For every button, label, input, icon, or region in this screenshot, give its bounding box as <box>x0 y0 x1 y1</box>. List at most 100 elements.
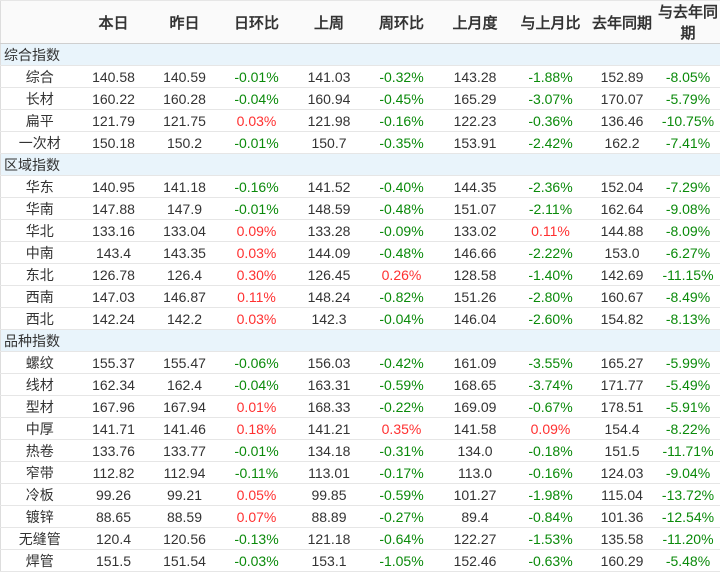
cell: 0.07% <box>221 506 293 528</box>
cell: 141.46 <box>149 418 221 440</box>
cell: -0.01% <box>221 440 293 462</box>
cell: 101.27 <box>438 484 513 506</box>
cell: 133.02 <box>438 220 513 242</box>
cell: 144.09 <box>293 242 366 264</box>
cell: 0.01% <box>221 396 293 418</box>
cell: -6.27% <box>656 242 720 264</box>
row-label: 西北 <box>1 308 79 330</box>
cell: -2.22% <box>513 242 589 264</box>
cell: -0.42% <box>366 352 438 374</box>
cell: -9.04% <box>656 462 720 484</box>
cell: -8.09% <box>656 220 720 242</box>
cell: 147.03 <box>79 286 149 308</box>
cell: 160.67 <box>589 286 656 308</box>
cell: -0.09% <box>366 220 438 242</box>
cell: -0.13% <box>221 528 293 550</box>
cell: -0.32% <box>366 66 438 88</box>
cell: 146.04 <box>438 308 513 330</box>
cell: 160.22 <box>79 88 149 110</box>
cell: 154.4 <box>589 418 656 440</box>
cell: -0.63% <box>513 550 589 572</box>
cell: 120.56 <box>149 528 221 550</box>
cell: 140.59 <box>149 66 221 88</box>
cell: 146.66 <box>438 242 513 264</box>
section-row: 品种指数 <box>1 330 720 352</box>
cell: 88.59 <box>149 506 221 528</box>
cell: 0.11% <box>513 220 589 242</box>
row-label: 中厚 <box>1 418 79 440</box>
cell: -1.53% <box>513 528 589 550</box>
cell: -0.35% <box>366 132 438 154</box>
cell: 0.05% <box>221 484 293 506</box>
cell: -8.49% <box>656 286 720 308</box>
header-row: 本日昨日日环比上周周环比上月度与上月比去年同期与去年同期 <box>1 1 720 44</box>
cell: 134.18 <box>293 440 366 462</box>
cell: -0.04% <box>366 308 438 330</box>
cell: 126.78 <box>79 264 149 286</box>
cell: 150.7 <box>293 132 366 154</box>
cell: -0.48% <box>366 198 438 220</box>
cell: -0.31% <box>366 440 438 462</box>
cell: -2.36% <box>513 176 589 198</box>
cell: 134.0 <box>438 440 513 462</box>
cell: 122.27 <box>438 528 513 550</box>
cell: 147.9 <box>149 198 221 220</box>
cell: -0.03% <box>221 550 293 572</box>
cell: 143.35 <box>149 242 221 264</box>
column-header-3: 日环比 <box>221 1 293 44</box>
row-label: 无缝管 <box>1 528 79 550</box>
cell: -0.67% <box>513 396 589 418</box>
column-header-0 <box>1 1 79 44</box>
column-header-1: 本日 <box>79 1 149 44</box>
cell: -1.40% <box>513 264 589 286</box>
cell: 0.18% <box>221 418 293 440</box>
cell: 136.46 <box>589 110 656 132</box>
row-label: 窄带 <box>1 462 79 484</box>
section-row: 区域指数 <box>1 154 720 176</box>
cell: -0.17% <box>366 462 438 484</box>
cell: 155.37 <box>79 352 149 374</box>
cell: 142.24 <box>79 308 149 330</box>
cell: 165.29 <box>438 88 513 110</box>
cell: 165.27 <box>589 352 656 374</box>
cell: 101.36 <box>589 506 656 528</box>
cell: 99.26 <box>79 484 149 506</box>
row-label: 热卷 <box>1 440 79 462</box>
cell: 147.88 <box>79 198 149 220</box>
column-header-4: 上周 <box>293 1 366 44</box>
column-header-5: 周环比 <box>366 1 438 44</box>
cell: 168.65 <box>438 374 513 396</box>
cell: -3.07% <box>513 88 589 110</box>
cell: 88.65 <box>79 506 149 528</box>
cell: 0.03% <box>221 110 293 132</box>
cell: 140.58 <box>79 66 149 88</box>
row-label: 螺纹 <box>1 352 79 374</box>
cell: 162.34 <box>79 374 149 396</box>
cell: 144.35 <box>438 176 513 198</box>
cell: -12.54% <box>656 506 720 528</box>
cell: 88.89 <box>293 506 366 528</box>
cell: -2.80% <box>513 286 589 308</box>
cell: 150.18 <box>79 132 149 154</box>
cell: 142.3 <box>293 308 366 330</box>
cell: 162.2 <box>589 132 656 154</box>
cell: -0.18% <box>513 440 589 462</box>
cell: 141.58 <box>438 418 513 440</box>
cell: 169.09 <box>438 396 513 418</box>
cell: 126.4 <box>149 264 221 286</box>
cell: 126.45 <box>293 264 366 286</box>
cell: 153.0 <box>589 242 656 264</box>
row-label: 线材 <box>1 374 79 396</box>
cell: 128.58 <box>438 264 513 286</box>
cell: -0.36% <box>513 110 589 132</box>
cell: 99.85 <box>293 484 366 506</box>
cell: 113.01 <box>293 462 366 484</box>
